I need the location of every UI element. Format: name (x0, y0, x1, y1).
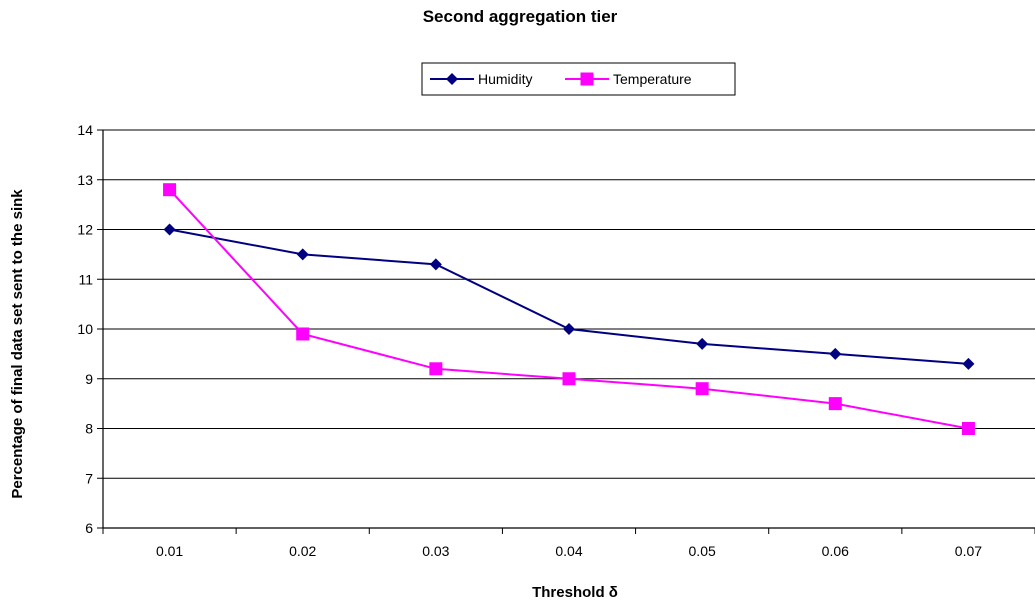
data-point-temperature (828, 397, 842, 411)
data-point-temperature (296, 327, 310, 341)
legend-label-humidity: Humidity (478, 71, 532, 87)
axes: 6 7 8 9 10 11 12 13 14 0.01 0.02 0.03 0.04 0.05 0.06 0.… (77, 122, 1035, 559)
data-point-temperature (961, 422, 975, 435)
x-axis-label: Threshold δ (532, 584, 618, 601)
legend-marker-temperature (580, 72, 594, 86)
x-tick-label: 0.04 (555, 543, 582, 559)
y-tick-label: 11 (78, 271, 93, 287)
y-tick-label: 12 (77, 222, 93, 238)
data-point-temperature (695, 382, 709, 396)
y-tick-label: 8 (85, 421, 93, 437)
x-tick-label: 0.05 (689, 543, 716, 559)
series-line-humidity (169, 228, 969, 365)
data-point-temperature (429, 362, 443, 376)
data-point-humidity (163, 223, 176, 236)
data-point-temperature (163, 183, 177, 197)
data-point-humidity (563, 323, 575, 335)
data-point-humidity (696, 337, 709, 350)
y-tick-label: 10 (77, 321, 93, 337)
data-point-humidity (829, 347, 842, 360)
data-point-humidity (429, 258, 442, 271)
y-tick-label: 13 (77, 172, 93, 188)
y-axis-label: Percentage of final data set sent to the… (9, 189, 26, 499)
y-tick-label: 9 (85, 371, 93, 387)
y-tick-label: 7 (85, 470, 93, 486)
y-tick-label: 6 (85, 520, 93, 536)
legend-label-temperature: Temperature (613, 71, 692, 87)
x-tick-label: 0.02 (289, 543, 316, 559)
chart-title: Second aggregation tier (423, 7, 618, 26)
x-tick-label: 0.01 (156, 543, 183, 559)
grid (103, 129, 1035, 479)
x-tick-label: 0.03 (422, 543, 449, 559)
x-tick-label: 0.06 (822, 543, 849, 559)
legend-marker-humidity (446, 73, 458, 85)
series-layer (163, 183, 975, 435)
legend: Humidity Temperature (421, 62, 736, 96)
data-point-humidity (296, 248, 309, 261)
y-tick-label: 14 (77, 122, 93, 138)
x-tick-label: 0.07 (955, 543, 982, 559)
data-point-temperature (562, 372, 576, 386)
series-line-temperature (168, 189, 969, 430)
data-point-humidity (962, 357, 975, 370)
